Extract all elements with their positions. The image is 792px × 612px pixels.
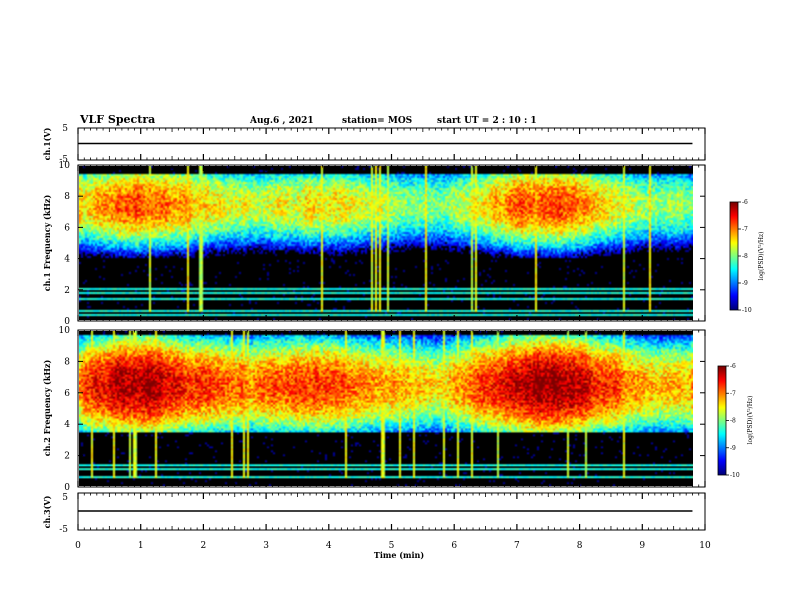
time-axis-tick-label: 2 <box>201 541 207 551</box>
ch1-spectrogram-ytick-label: 10 <box>59 161 71 171</box>
ch2-spectrogram-ytick-label: 0 <box>64 483 70 493</box>
time-axis-tick-label: 7 <box>514 541 520 551</box>
ch2-colorbar-tick-label: -10 <box>730 472 740 479</box>
station-label: station= MOS <box>342 116 412 126</box>
ch2-spectrogram-ytick-label: 2 <box>64 452 70 462</box>
ch1-colorbar-tick-label: -8 <box>742 253 748 260</box>
ch2-spectrogram-ytick-label: 4 <box>64 420 70 430</box>
ch1-colorbar-gradient <box>730 202 738 310</box>
ch2-colorbar-tick-label: -7 <box>730 390 736 397</box>
ch2-colorbar-tick-label: -9 <box>730 445 736 452</box>
ch3-waveform-panel: 5 -5 ch.3(V) <box>42 492 706 535</box>
time-axis-tick-label: 1 <box>138 541 144 551</box>
time-axis-label: Time (min) <box>374 550 424 560</box>
ch2-colorbar: -6 -7 -8 -9 -10 log(PSD)(V²/Hz) <box>717 363 754 479</box>
ch1-colorbar: -6 -7 -8 -9 -10 log(PSD)(V²/Hz) <box>729 199 765 314</box>
ch1-spectrogram-ytick-label: 2 <box>64 286 70 296</box>
ch2-spectrogram-ytick-label: 6 <box>64 389 70 399</box>
time-axis-tick-label: 9 <box>639 541 645 551</box>
ch1-spectrogram-image <box>79 166 693 320</box>
ch1-waveform-ylabel: ch.1(V) <box>42 127 52 160</box>
ch3-ytick-bottom: -5 <box>59 525 68 535</box>
time-axis-tick-label: 8 <box>577 541 583 551</box>
ch2-colorbar-gradient <box>718 366 726 475</box>
ch2-colorbar-label: log(PSD)(V²/Hz) <box>747 396 754 445</box>
ch1-colorbar-tick-label: -6 <box>742 199 748 206</box>
start-time-label: start UT = 2 : 10 : 1 <box>437 116 537 126</box>
time-axis-tick-label: 6 <box>451 541 457 551</box>
time-axis-tick-label: 10 <box>699 541 711 551</box>
ch1-spectrogram-ylabel: ch.1 Frequency (kHz) <box>42 195 52 292</box>
ch2-spectrogram-panel: 0 2 4 6 8 10 ch.2 Frequency (kHz) <box>42 326 706 493</box>
ch1-spectrogram-ytick-label: 6 <box>64 223 70 233</box>
date-label: Aug.6 , 2021 <box>249 116 314 126</box>
ch1-spectrogram-panel: 0 2 4 6 8 10 ch.1 Frequency (kHz) <box>42 161 706 327</box>
ch1-spectrogram-ytick-label: 4 <box>64 255 70 265</box>
ch1-ytick-bottom: -5 <box>59 155 68 165</box>
time-axis-tick-label: 4 <box>326 541 332 551</box>
figure-title: VLF Spectra <box>79 113 155 126</box>
ch1-colorbar-tick-label: -9 <box>742 280 748 287</box>
ch1-spectrogram-ytick-label: 8 <box>64 192 70 202</box>
ch1-colorbar-label: log(PSD)(V²/Hz) <box>758 232 765 281</box>
ch2-spectrogram-ytick-label: 8 <box>64 357 70 367</box>
ch2-spectrogram-image <box>79 331 693 486</box>
ch1-spectrogram-ytick-label: 0 <box>64 317 70 327</box>
ch3-ytick-top: 5 <box>62 493 68 503</box>
ch1-colorbar-tick-label: -7 <box>742 226 748 233</box>
ch2-colorbar-tick-label: -6 <box>730 363 736 370</box>
ch1-ytick-top: 5 <box>62 124 68 134</box>
time-axis-tick-label: 3 <box>263 541 269 551</box>
time-axis-tick-label: 0 <box>75 541 81 551</box>
time-axis-tick-label: 5 <box>389 541 395 551</box>
ch1-colorbar-tick-label: -10 <box>742 307 752 314</box>
ch2-spectrogram-ytick-label: 10 <box>59 326 71 336</box>
ch2-spectrogram-ylabel: ch.2 Frequency (kHz) <box>42 360 52 457</box>
ch1-waveform-panel: 5 -5 ch.1(V) <box>42 124 706 165</box>
ch2-colorbar-tick-label: -8 <box>730 418 736 425</box>
time-axis-tick-labels: 0 1 2 3 4 5 6 7 8 9 10 <box>75 541 711 551</box>
ch3-waveform-ylabel: ch.3(V) <box>42 495 52 528</box>
